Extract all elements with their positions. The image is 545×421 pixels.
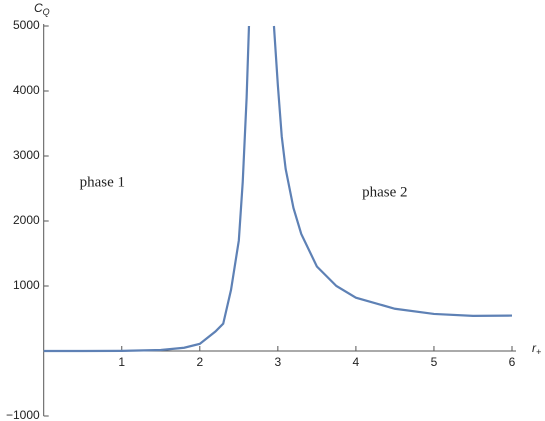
x-tick-label: 4	[353, 355, 360, 369]
x-tick-label: 3	[275, 355, 282, 369]
y-tick-label: 3000	[13, 148, 40, 162]
line	[43, 25, 513, 353]
x-axis-label-sub: +	[536, 347, 541, 357]
annotation: phase 1	[80, 175, 125, 191]
x-axis-label: r+	[532, 341, 541, 357]
y-tick-label: −1000	[6, 408, 40, 421]
y-axis-label-sub: Q	[43, 7, 50, 17]
y-axis-label: CQ	[34, 1, 50, 17]
x-tick-label: 6	[509, 355, 516, 369]
y-axis-label-base: C	[34, 1, 43, 15]
x-tick-label: 1	[118, 355, 125, 369]
y-tick-label: 1000	[13, 278, 40, 292]
y-tick-label: 4000	[13, 83, 40, 97]
x-axis-label-base: r	[532, 341, 537, 355]
x-tick-label: 2	[196, 355, 203, 369]
x-tick-label: 5	[431, 355, 438, 369]
y-tick-label: 2000	[13, 213, 40, 227]
y-tick-label: 5000	[13, 18, 40, 32]
annotation: phase 2	[362, 184, 407, 200]
